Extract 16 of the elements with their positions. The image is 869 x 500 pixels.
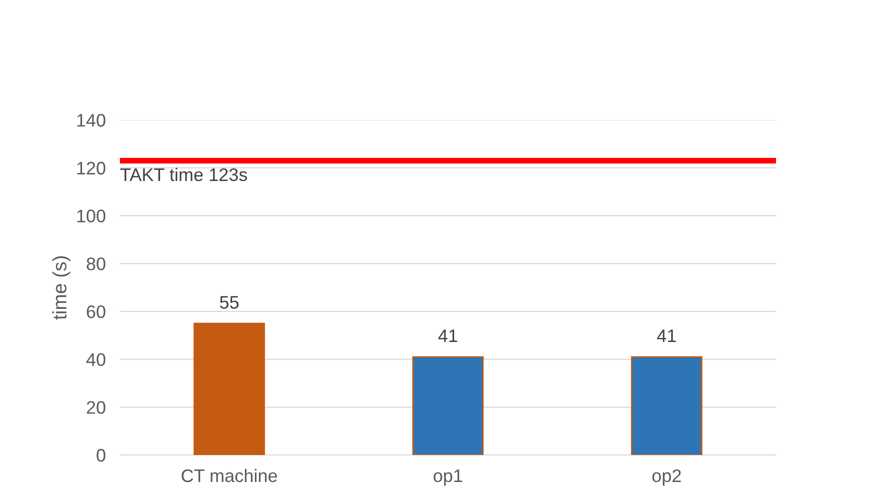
- y-tick-label: 0: [96, 448, 106, 462]
- x-tick-label: op2: [652, 469, 681, 486]
- y-tick-label: 80: [86, 258, 106, 270]
- x-tick-label: op1: [434, 470, 462, 486]
- data-label: 55: [220, 296, 239, 309]
- y-tick-label: 20: [86, 401, 106, 414]
- y-tick-label: 140: [77, 114, 106, 127]
- y-axis-title: time (s): [52, 256, 70, 320]
- ref-line-label: TAKT time 123s: [120, 168, 248, 182]
- data-label: 41: [438, 330, 458, 342]
- y-tick-label: 100: [77, 210, 106, 222]
- data-label: 41: [657, 330, 676, 342]
- y-tick-label: 120: [77, 162, 106, 175]
- y-tick-label: 40: [86, 353, 106, 366]
- y-tick-label: 60: [86, 305, 106, 318]
- x-tick-label: CT machine: [182, 468, 277, 482]
